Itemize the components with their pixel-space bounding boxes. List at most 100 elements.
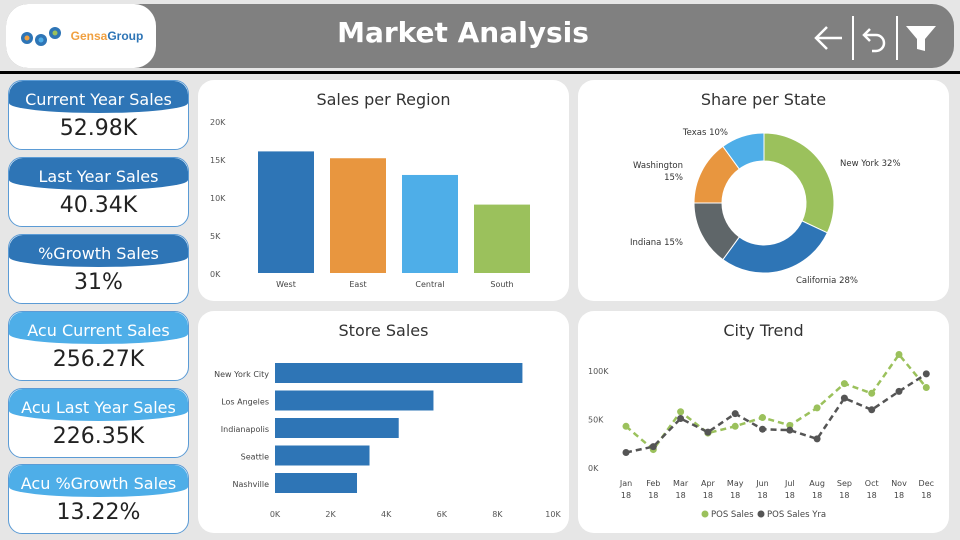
data-point[interactable]: [622, 448, 630, 456]
x-tick-label: Jul: [784, 479, 795, 488]
x-tick-label: 18: [730, 491, 740, 500]
bar[interactable]: [330, 158, 386, 273]
x-tick-label: Oct: [865, 479, 879, 488]
data-point[interactable]: [922, 370, 930, 378]
data-point[interactable]: [840, 380, 848, 388]
x-tick-label: Nov: [891, 479, 907, 488]
data-point[interactable]: [786, 421, 794, 429]
kpi-label: Current Year Sales: [9, 81, 188, 113]
kpi-acu-current-sales: Acu Current Sales 256.27K: [8, 311, 189, 381]
x-tick-label: Dec: [919, 479, 934, 488]
bar[interactable]: [275, 445, 370, 466]
x-tick-label: 18: [921, 491, 931, 500]
data-point[interactable]: [840, 394, 848, 402]
x-tick-label: West: [276, 280, 296, 289]
slice-label: New York 32%: [840, 159, 901, 169]
category-label: Los Angeles: [221, 398, 269, 407]
x-tick-label: Central: [415, 280, 444, 289]
bar[interactable]: [275, 390, 434, 411]
y-tick-label: 15K: [210, 156, 226, 165]
data-point[interactable]: [813, 404, 821, 412]
y-tick-label: 5K: [210, 232, 221, 241]
x-tick-label: 18: [757, 491, 767, 500]
bar[interactable]: [275, 363, 523, 383]
kpi-value: 256.27K: [52, 347, 145, 372]
data-point[interactable]: [622, 422, 630, 430]
kpi-value: 31%: [74, 270, 123, 295]
undo-icon[interactable]: [860, 21, 890, 55]
data-point[interactable]: [895, 351, 903, 359]
line-series[interactable]: [625, 352, 928, 452]
data-point[interactable]: [895, 387, 903, 395]
data-point[interactable]: [649, 443, 657, 451]
store-sales-card: Store Sales New York City Los Angeles Indi…: [198, 311, 569, 533]
x-tick-label: Jan: [619, 479, 632, 488]
x-tick-label: 18: [676, 491, 686, 500]
x-tick-label: South: [490, 280, 513, 289]
card-title: Share per State: [700, 90, 827, 109]
data-point[interactable]: [704, 428, 712, 436]
donut-slice[interactable]: [763, 132, 835, 234]
header-actions: [812, 16, 938, 60]
kpi-label: Last Year Sales: [9, 158, 188, 190]
kpi-label: Acu Last Year Sales: [9, 389, 188, 421]
logo: GensaGroup: [6, 4, 156, 68]
x-tick-label: 18: [648, 491, 658, 500]
x-tick-label: 4K: [381, 510, 392, 519]
x-tick-label: 6K: [437, 510, 448, 519]
data-point[interactable]: [786, 426, 794, 434]
bar[interactable]: [474, 204, 530, 273]
x-tick-label: May: [727, 479, 744, 488]
bar[interactable]: [275, 418, 399, 438]
share-per-state-chart[interactable]: New York 32% California 28% Indiana 15% Was…: [578, 80, 949, 301]
donut-slice[interactable]: [722, 220, 829, 274]
data-point[interactable]: [731, 410, 739, 418]
x-tick-label: 18: [839, 491, 849, 500]
y-tick-label: 50K: [588, 416, 604, 425]
city-trend-chart[interactable]: 0K 50K 100K Jan 18 Feb 18 Mar 18 Apr 18 May 18 Jun 18 J…: [578, 311, 949, 533]
back-arrow-icon[interactable]: [812, 21, 846, 55]
x-tick-label: 18: [812, 491, 822, 500]
kpi-label: %Growth Sales: [9, 235, 188, 267]
legend-marker: [701, 510, 709, 518]
bar[interactable]: [258, 151, 314, 273]
kpi-value: 13.22%: [56, 500, 141, 525]
data-point[interactable]: [677, 415, 685, 423]
data-point[interactable]: [731, 422, 739, 430]
slice-label: Washington: [633, 161, 683, 171]
kpi-label: Acu Current Sales: [9, 312, 188, 344]
data-point[interactable]: [813, 435, 821, 443]
legend-label: POS Sales Yra: [767, 510, 826, 520]
bar[interactable]: [275, 473, 358, 493]
data-point[interactable]: [677, 408, 685, 416]
card-title: Sales per Region: [316, 90, 451, 109]
legend-marker: [757, 510, 765, 518]
x-tick-label: East: [349, 280, 366, 289]
donut-slice[interactable]: [722, 132, 765, 170]
sales-per-region-chart[interactable]: 0K 5K 10K 15K 20K West East Central South: [198, 80, 569, 301]
line-series[interactable]: [625, 372, 927, 454]
separator: [896, 16, 898, 60]
store-sales-chart[interactable]: New York City Los Angeles Indianapolis Seat…: [198, 311, 569, 533]
header-divider: [0, 71, 960, 74]
x-tick-label: Aug: [809, 479, 825, 488]
x-tick-label: 18: [703, 491, 713, 500]
x-tick-label: Feb: [646, 479, 660, 488]
bar[interactable]: [402, 174, 458, 273]
data-point[interactable]: [868, 406, 876, 414]
data-point[interactable]: [759, 414, 766, 422]
data-point[interactable]: [868, 389, 876, 397]
data-point[interactable]: [759, 425, 766, 433]
kpi-value: 52.98K: [59, 116, 138, 141]
y-tick-label: 20K: [210, 118, 226, 127]
x-tick-label: 18: [621, 491, 631, 500]
x-tick-label: 2K: [325, 510, 336, 519]
card-title: City Trend: [723, 321, 804, 340]
data-point[interactable]: [922, 383, 930, 391]
header-bar: Market Analysis: [6, 4, 954, 68]
filter-icon[interactable]: [904, 21, 938, 55]
kpi-acu-last-year-sales: Acu Last Year Sales 226.35K: [8, 388, 189, 458]
category-label: Nashville: [233, 480, 270, 489]
share-per-state-card: Share per State New York 32% California 2…: [578, 80, 949, 301]
x-tick-label: Sep: [837, 479, 852, 488]
